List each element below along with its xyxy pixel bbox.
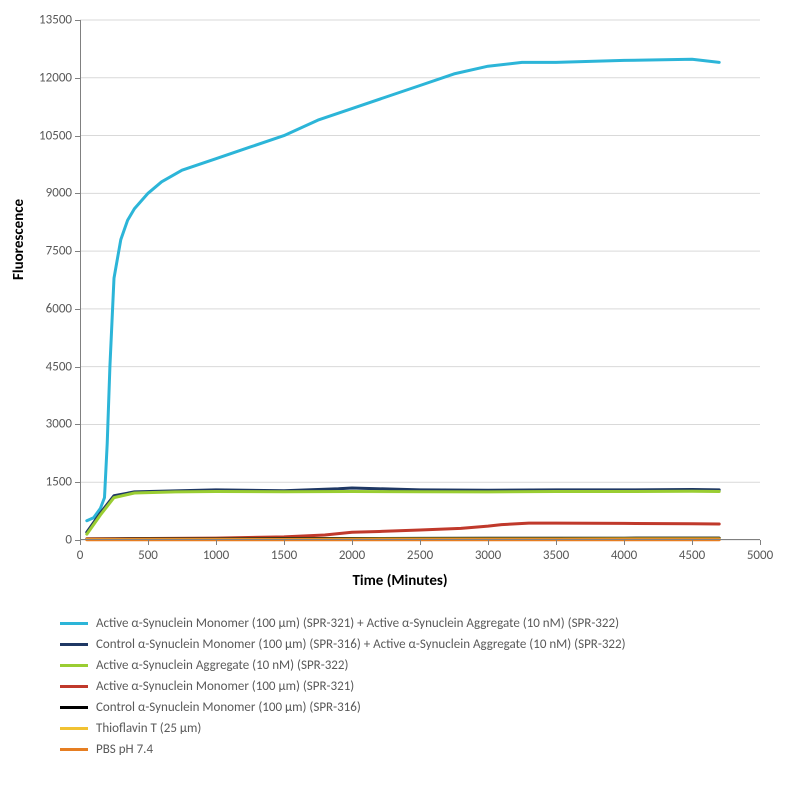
- legend-item: Control α-Synuclein Monomer (100 μm) (SP…: [60, 637, 626, 652]
- legend-swatch: [60, 643, 88, 646]
- legend-item: Active α-Synuclein Monomer (100 μm) (SPR…: [60, 616, 626, 631]
- series-line: [87, 491, 719, 534]
- x-tick-label: 1000: [203, 548, 229, 563]
- x-axis-label: Time (Minutes): [352, 572, 447, 590]
- legend-swatch: [60, 664, 88, 667]
- x-tick-label: 3500: [543, 548, 569, 563]
- legend-swatch: [60, 727, 88, 730]
- y-tick-label: 9000: [46, 186, 72, 201]
- legend-item: PBS pH 7.4: [60, 742, 626, 757]
- series-line: [87, 488, 719, 532]
- y-tick-label: 1500: [46, 475, 72, 490]
- x-tick-label: 5000: [747, 548, 773, 563]
- legend-swatch: [60, 706, 88, 709]
- x-tick-label: 2500: [407, 548, 433, 563]
- y-tick-label: 7500: [46, 244, 72, 259]
- legend-item: Active α-Synuclein Monomer (100 μm) (SPR…: [60, 679, 626, 694]
- legend-item: Active α-Synuclein Aggregate (10 nM) (SP…: [60, 658, 626, 673]
- legend-label: Active α-Synuclein Monomer (100 μm) (SPR…: [96, 616, 619, 631]
- legend-label: PBS pH 7.4: [96, 742, 153, 757]
- legend-item: Control α-Synuclein Monomer (100 μm) (SP…: [60, 700, 626, 715]
- legend-swatch: [60, 748, 88, 751]
- legend-label: Control α-Synuclein Monomer (100 μm) (SP…: [96, 700, 361, 715]
- x-tick-label: 4000: [611, 548, 637, 563]
- x-tick-label: 1500: [271, 548, 297, 563]
- y-tick-label: 6000: [46, 301, 72, 316]
- y-tick-label: 3000: [46, 417, 72, 432]
- x-tick-label: 4500: [679, 548, 705, 563]
- y-tick-label: 10500: [39, 128, 72, 143]
- y-tick-label: 12000: [39, 70, 72, 85]
- x-tick-label: 0: [77, 548, 84, 563]
- legend: Active α-Synuclein Monomer (100 μm) (SPR…: [50, 605, 636, 768]
- y-tick-label: 13500: [39, 13, 72, 28]
- legend-label: Thioflavin T (25 μm): [96, 721, 201, 736]
- y-axis-label: Fluorescence: [10, 199, 28, 280]
- chart-container: Fluorescence 015003000450060007500900010…: [0, 0, 800, 600]
- series-line: [87, 59, 719, 520]
- legend-label: Control α-Synuclein Monomer (100 μm) (SP…: [96, 637, 626, 652]
- series-line: [87, 523, 719, 539]
- legend-label: Active α-Synuclein Monomer (100 μm) (SPR…: [96, 679, 354, 694]
- legend-swatch: [60, 685, 88, 688]
- legend-item: Thioflavin T (25 μm): [60, 721, 626, 736]
- y-tick-label: 0: [65, 533, 72, 548]
- plot-area: 0150030004500600075009000105001200013500…: [80, 20, 760, 540]
- y-tick-label: 4500: [46, 359, 72, 374]
- chart-svg: [80, 20, 760, 540]
- x-tick-label: 500: [138, 548, 158, 563]
- x-tick-label: 3000: [475, 548, 501, 563]
- x-tick-label: 2000: [339, 548, 365, 563]
- legend-label: Active α-Synuclein Aggregate (10 nM) (SP…: [96, 658, 348, 673]
- legend-swatch: [60, 622, 88, 625]
